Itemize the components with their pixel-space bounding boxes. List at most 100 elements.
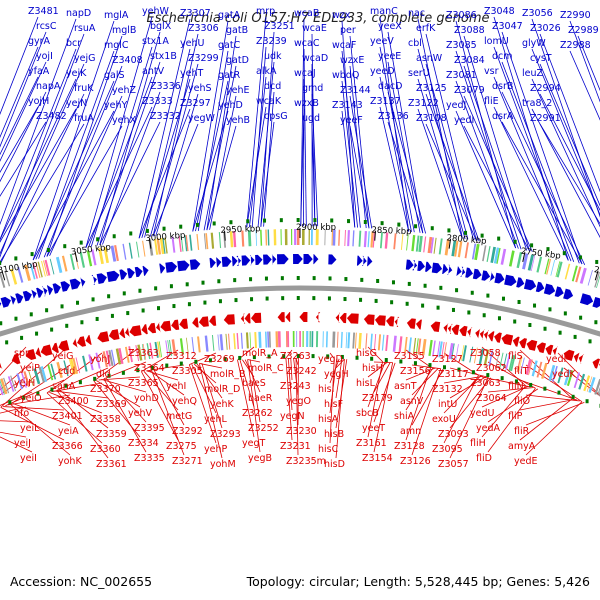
ring-dot: [126, 311, 130, 316]
forward-leader-line: [0, 123, 85, 263]
reverse-cog-band: [594, 378, 600, 395]
forward-gene-label: gatR: [218, 70, 241, 81]
reverse-cds: [0, 362, 3, 370]
forward-cog-band: [98, 247, 104, 265]
reverse-cds: [488, 331, 495, 342]
reverse-cog-band: [536, 361, 543, 378]
forward-leader-line: [249, 76, 267, 228]
reverse-cds: [479, 329, 485, 340]
reverse-gene-label: Z3132: [432, 384, 463, 395]
forward-cds: [516, 277, 525, 288]
reverse-cog-band: [531, 360, 538, 377]
forward-leader-line: [341, 50, 361, 228]
ring-dot: [430, 226, 434, 231]
reverse-gene-label: hisF: [324, 399, 343, 410]
reverse-cds: [299, 312, 308, 323]
forward-cog-band: [86, 250, 93, 267]
reverse-cog-band: [365, 333, 368, 350]
forward-leader-line: [531, 78, 600, 228]
ring-dot: [29, 312, 33, 317]
forward-cog-band: [427, 236, 433, 254]
forward-cog-band: [0, 272, 6, 288]
forward-gene-label: Z3481: [28, 6, 59, 17]
forward-cog-band: [164, 237, 168, 254]
reverse-cog-band: [233, 333, 236, 350]
ring-dot: [165, 363, 169, 368]
forward-cds: [236, 255, 242, 266]
ring-dot: [517, 299, 521, 304]
reverse-cog-band: [392, 335, 397, 352]
reverse-cog-band: [268, 331, 271, 348]
ring-dot: [399, 359, 403, 364]
forward-leader-line: [138, 18, 191, 239]
forward-cog-band: [4, 270, 11, 287]
forward-cog-band: [241, 230, 245, 247]
ring-dot: [533, 303, 537, 308]
forward-gene-label: erfK: [416, 23, 436, 34]
forward-gene-label: gyrA: [28, 36, 51, 47]
ring-dot: [229, 220, 233, 225]
forward-gene-label: udk: [264, 51, 282, 62]
reverse-cds: [85, 334, 92, 345]
ring-dot: [76, 300, 80, 305]
forward-cds: [313, 254, 319, 265]
kbp-tick-mark: [448, 238, 452, 249]
forward-leader-line: [455, 80, 519, 249]
reverse-gene-label: Z3335: [134, 453, 165, 464]
forward-gene-label: mrp: [256, 6, 275, 17]
forward-gene-label: tra8_2: [522, 98, 552, 109]
reverse-cog-band: [240, 332, 243, 349]
reverse-cog-band: [72, 357, 79, 374]
reverse-cog-band: [258, 331, 262, 348]
reverse-cog-band: [438, 341, 443, 358]
reverse-cds: [171, 319, 180, 330]
forward-gene-label: Z3088: [454, 25, 485, 36]
forward-cds: [431, 262, 443, 274]
forward-cds: [523, 278, 537, 291]
forward-cds: [481, 270, 491, 281]
reverse-cog-band: [28, 370, 34, 386]
reverse-cds: [430, 321, 441, 332]
reverse-cog-band: [20, 372, 27, 388]
forward-cog-band: [423, 236, 427, 253]
reverse-gene-label: sbcB: [356, 408, 379, 419]
forward-cog-band: [171, 236, 176, 253]
reverse-leader-line: [329, 358, 338, 414]
reverse-cog-band: [578, 373, 586, 390]
reverse-gene-label: cdd: [58, 366, 75, 377]
reverse-gene-label: Z3370: [90, 384, 121, 395]
ring-dot: [585, 399, 589, 404]
ring-dot: [360, 277, 364, 282]
forward-leader-line: [531, 48, 600, 216]
forward-gene-label: Z2990: [560, 10, 591, 21]
forward-cog-band: [415, 235, 420, 252]
forward-leader-line: [263, 91, 275, 227]
ring-dot: [36, 391, 40, 396]
reverse-cds: [108, 329, 120, 341]
reverse-cog-band: [292, 331, 295, 348]
ring-dot: [296, 276, 300, 281]
reverse-leader-line: [335, 358, 343, 399]
reverse-cog-band: [495, 351, 500, 368]
forward-gene-label: Z3144: [340, 85, 371, 96]
forward-cds: [425, 261, 432, 272]
forward-gene-label: Z3081: [446, 70, 477, 81]
forward-cog-band: [527, 254, 534, 271]
reverse-cds: [501, 334, 514, 346]
ring-dot: [185, 282, 189, 287]
reverse-gene-label: molR_D: [204, 384, 240, 395]
forward-cog-band: [296, 229, 300, 246]
reverse-gene-label: yehV: [128, 408, 152, 419]
ring-dot: [35, 331, 39, 336]
reverse-leader-line: [191, 364, 217, 414]
ring-dot: [296, 296, 300, 301]
forward-cog-band: [284, 229, 288, 246]
forward-cog-band: [358, 230, 362, 247]
reverse-gene-label: shiA: [394, 411, 415, 422]
reverse-gene-label: Z3058: [470, 348, 501, 359]
forward-cog-band: [41, 260, 46, 277]
reverse-cog-band: [597, 386, 600, 396]
reverse-cds: [415, 319, 422, 330]
ring-dot: [95, 316, 99, 321]
forward-cog-band: [536, 256, 543, 273]
